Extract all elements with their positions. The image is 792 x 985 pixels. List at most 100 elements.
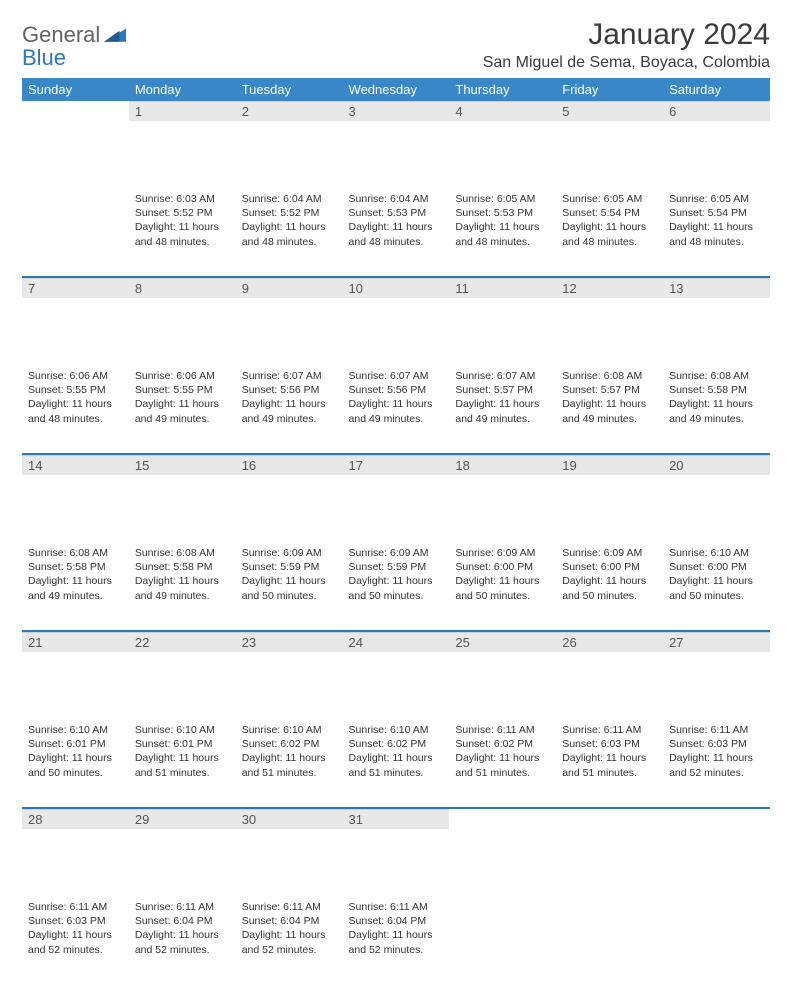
daylight-label: Daylight: [562,752,603,764]
sunrise-value: 6:09 AM [390,547,429,559]
day-number: 7 [22,278,129,298]
sunrise-value: 6:04 AM [390,193,429,205]
daynum-row: 78910111213 [22,278,770,366]
day-body-cell: Sunrise: 6:07 AMSunset: 5:57 PMDaylight:… [449,366,556,454]
day-number-cell: 15 [129,455,236,543]
day-body: Sunrise: 6:11 AMSunset: 6:02 PMDaylight:… [449,720,556,786]
sunset-label: Sunset: [135,384,171,396]
day-number: 12 [556,278,663,298]
day-body-cell: Sunrise: 6:07 AMSunset: 5:56 PMDaylight:… [236,366,343,454]
day-body: Sunrise: 6:04 AMSunset: 5:52 PMDaylight:… [236,189,343,255]
day-number: 20 [663,455,770,475]
day-body-cell: Sunrise: 6:11 AMSunset: 6:03 PMDaylight:… [22,897,129,985]
sunset-value: 6:00 PM [601,561,640,573]
day-number: 22 [129,632,236,652]
calendar-body: 123456Sunrise: 6:03 AMSunset: 5:52 PMDay… [22,101,770,985]
sunset-label: Sunset: [349,738,385,750]
day-body-cell: Sunrise: 6:08 AMSunset: 5:58 PMDaylight:… [129,543,236,631]
sunset-value: 6:04 PM [387,915,426,927]
sunset-label: Sunset: [135,561,171,573]
day-number-cell: 30 [236,809,343,897]
day-body: Sunrise: 6:07 AMSunset: 5:57 PMDaylight:… [449,366,556,432]
day-body-cell: Sunrise: 6:08 AMSunset: 5:58 PMDaylight:… [663,366,770,454]
daylight-label: Daylight: [455,398,496,410]
day-number-cell: 4 [449,101,556,189]
daylight-label: Daylight: [242,752,283,764]
sunset-label: Sunset: [349,384,385,396]
day-body-cell: Sunrise: 6:04 AMSunset: 5:53 PMDaylight:… [343,189,450,277]
sunrise-label: Sunrise: [455,370,494,382]
day-number-cell: 29 [129,809,236,897]
daylight-label: Daylight: [455,221,496,233]
sunrise-value: 6:05 AM [497,193,536,205]
brand-word2: Blue [22,45,66,70]
daynum-row: 21222324252627 [22,632,770,720]
sunrise-label: Sunrise: [669,547,708,559]
sunset-label: Sunset: [455,561,491,573]
sunrise-value: 6:04 AM [283,193,322,205]
sunrise-value: 6:11 AM [176,901,214,913]
day-number: 26 [556,632,663,652]
sunset-value: 6:00 PM [708,561,747,573]
day-body: Sunrise: 6:10 AMSunset: 6:01 PMDaylight:… [129,720,236,786]
sunrise-label: Sunrise: [349,901,388,913]
day-body: Sunrise: 6:10 AMSunset: 6:00 PMDaylight:… [663,543,770,609]
day-body: Sunrise: 6:08 AMSunset: 5:58 PMDaylight:… [129,543,236,609]
weekday-header: Sunday [22,78,129,101]
sunset-label: Sunset: [28,561,64,573]
day-body: Sunrise: 6:11 AMSunset: 6:04 PMDaylight:… [129,897,236,963]
daylight-label: Daylight: [349,752,390,764]
brand-triangle-icon [104,24,126,42]
day-number-cell: 23 [236,632,343,720]
daylight-label: Daylight: [349,221,390,233]
sunrise-label: Sunrise: [135,370,174,382]
sunrise-label: Sunrise: [562,193,601,205]
sunset-label: Sunset: [242,738,278,750]
sunrise-label: Sunrise: [28,724,67,736]
day-number: 2 [236,101,343,121]
sunset-label: Sunset: [455,384,491,396]
sunset-label: Sunset: [242,384,278,396]
sunset-label: Sunset: [242,915,278,927]
sunset-value: 5:59 PM [280,561,319,573]
day-number: 27 [663,632,770,652]
day-body-cell: Sunrise: 6:10 AMSunset: 6:00 PMDaylight:… [663,543,770,631]
sunrise-value: 6:08 AM [604,370,643,382]
sunrise-label: Sunrise: [28,547,67,559]
sunrise-value: 6:06 AM [176,370,215,382]
sunrise-label: Sunrise: [242,724,281,736]
sunset-value: 5:59 PM [387,561,426,573]
daylight-label: Daylight: [135,929,176,941]
day-number: 19 [556,455,663,475]
sunset-label: Sunset: [28,384,64,396]
day-body: Sunrise: 6:09 AMSunset: 5:59 PMDaylight:… [343,543,450,609]
daylight-label: Daylight: [562,575,603,587]
day-body-cell: Sunrise: 6:04 AMSunset: 5:52 PMDaylight:… [236,189,343,277]
day-body: Sunrise: 6:07 AMSunset: 5:56 PMDaylight:… [236,366,343,432]
day-number: 1 [129,101,236,121]
day-number-cell: 12 [556,278,663,366]
sunrise-value: 6:10 AM [390,724,429,736]
day-body-cell: Sunrise: 6:07 AMSunset: 5:56 PMDaylight:… [343,366,450,454]
day-number: 21 [22,632,129,652]
sunset-value: 5:54 PM [708,207,747,219]
brand-logo: General Blue [22,18,126,70]
sunrise-value: 6:08 AM [711,370,750,382]
empty-cell [22,189,129,277]
sunset-label: Sunset: [562,207,598,219]
sunrise-label: Sunrise: [562,724,601,736]
sunset-value: 5:55 PM [173,384,212,396]
sunset-label: Sunset: [242,561,278,573]
day-body: Sunrise: 6:11 AMSunset: 6:04 PMDaylight:… [343,897,450,963]
day-body: Sunrise: 6:06 AMSunset: 5:55 PMDaylight:… [129,366,236,432]
day-number: 18 [449,455,556,475]
daynum-row: 14151617181920 [22,455,770,543]
sunset-value: 5:52 PM [173,207,212,219]
day-body-cell: Sunrise: 6:08 AMSunset: 5:58 PMDaylight:… [22,543,129,631]
sunset-label: Sunset: [349,561,385,573]
day-body: Sunrise: 6:09 AMSunset: 6:00 PMDaylight:… [556,543,663,609]
empty-cell [449,809,556,897]
sunrise-value: 6:09 AM [604,547,643,559]
daylight-label: Daylight: [669,221,710,233]
header: General Blue January 2024 San Miguel de … [22,18,770,72]
